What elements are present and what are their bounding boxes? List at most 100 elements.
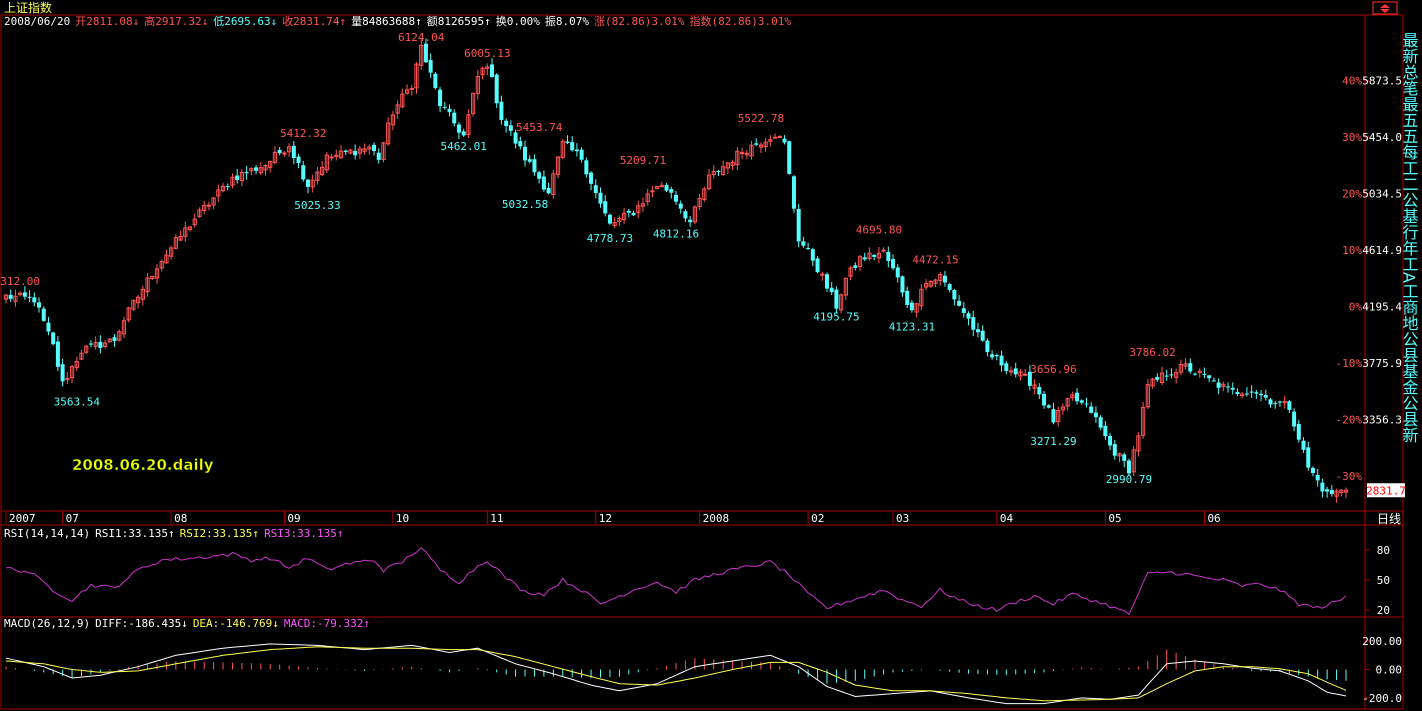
candle-body xyxy=(763,141,768,148)
candle-body xyxy=(546,187,551,194)
candle-body xyxy=(353,150,358,156)
candle-body xyxy=(806,248,811,250)
candle xyxy=(372,142,377,156)
candle-body xyxy=(1287,401,1292,410)
candle xyxy=(1046,404,1051,409)
candle xyxy=(508,120,513,136)
candle-body xyxy=(655,186,660,190)
candle xyxy=(1273,400,1278,409)
candle-body xyxy=(504,120,509,127)
candle-body xyxy=(1188,363,1193,372)
candle-body xyxy=(84,345,89,353)
candle-body xyxy=(919,288,924,307)
candle-body xyxy=(508,125,513,131)
candle xyxy=(749,140,754,160)
date-tick-label: 12 xyxy=(599,512,612,525)
candle-body xyxy=(706,174,712,190)
side-info-text: 最新总笔最五五每工二公基行年工A工商地公县基金公县新 xyxy=(1400,32,1419,443)
price-annotation: 4778.73 xyxy=(587,232,633,245)
candle-body xyxy=(145,277,150,293)
candle-body xyxy=(739,152,745,155)
candle xyxy=(244,165,249,180)
candle-body xyxy=(640,203,646,207)
candle xyxy=(711,165,716,179)
candle xyxy=(782,135,787,145)
candle-body xyxy=(839,294,844,311)
candle xyxy=(164,249,169,264)
candle xyxy=(730,159,735,171)
candle xyxy=(211,197,216,210)
candle-body xyxy=(239,171,245,182)
candle xyxy=(1065,397,1070,411)
candle xyxy=(598,187,603,208)
candle xyxy=(84,344,89,354)
price-annotation: 3656.96 xyxy=(1030,363,1076,376)
timeframe-label: 日线 xyxy=(1377,512,1401,526)
candle-body xyxy=(1310,467,1315,474)
candle xyxy=(565,135,570,145)
candle xyxy=(258,161,263,176)
candle-body xyxy=(966,313,971,319)
candle-body xyxy=(329,156,334,159)
candle xyxy=(721,160,726,176)
candle-body xyxy=(758,144,764,148)
price-annotation: 4123.31 xyxy=(889,320,935,333)
candle-body xyxy=(952,289,957,300)
candle xyxy=(272,146,278,165)
candle xyxy=(848,265,853,281)
candle-body xyxy=(1079,400,1084,403)
candle xyxy=(1306,441,1311,471)
candle xyxy=(1117,452,1122,463)
candle-body xyxy=(414,63,419,89)
date-axis: 2007 07 08 09 10 11 12 2008 02 03 04 05 06 日线 xyxy=(5,511,1401,526)
candle-body xyxy=(296,156,301,164)
candle xyxy=(1093,406,1098,423)
legend-item: DIFF:-186.435↓ xyxy=(95,617,188,630)
candle-body xyxy=(169,247,174,257)
candle-body xyxy=(570,142,575,151)
candle-body xyxy=(442,106,447,108)
candle-body xyxy=(419,45,424,66)
candle-body xyxy=(923,283,929,288)
macd-tick-label: 200.00 xyxy=(1362,635,1402,648)
candle-body xyxy=(711,170,716,176)
candle xyxy=(1108,432,1113,451)
candle-body xyxy=(853,265,858,268)
candle xyxy=(772,133,778,139)
candle xyxy=(626,208,631,218)
candle xyxy=(22,286,27,300)
candle xyxy=(1259,390,1264,402)
candle xyxy=(664,183,669,193)
price-tick-label: 5034.5 xyxy=(1362,188,1402,201)
candle xyxy=(1197,368,1202,378)
candle-body xyxy=(895,267,900,278)
ohlc-info-bar: 2008/06/20 开2811.08↓ 高2917.32↓ 低2695.63↓ 收28… xyxy=(4,14,791,28)
candle-body xyxy=(13,295,18,302)
candle xyxy=(329,153,334,161)
candle-body xyxy=(1089,406,1094,413)
date-tick-label: 06 xyxy=(1207,512,1220,525)
candle xyxy=(872,254,877,261)
window-control-icon[interactable] xyxy=(1372,1,1398,15)
candle xyxy=(914,302,919,318)
candle xyxy=(947,282,952,293)
legend-item: 2008/06/20 xyxy=(4,15,70,28)
candle xyxy=(1042,390,1047,409)
candle xyxy=(1320,478,1325,498)
candle-body xyxy=(376,152,381,160)
candle xyxy=(1287,400,1292,414)
candle-body xyxy=(933,279,938,284)
candle xyxy=(69,365,75,384)
candle-body xyxy=(46,322,51,332)
candle-body xyxy=(428,60,433,73)
candle xyxy=(254,164,259,175)
candle-body xyxy=(1126,460,1131,474)
price-tick-label: 3775.9 xyxy=(1362,357,1402,370)
candle-body xyxy=(1292,411,1297,427)
candle xyxy=(1183,357,1188,370)
candle-body xyxy=(725,162,731,169)
candle xyxy=(518,136,523,150)
price-annotation: 2990.79 xyxy=(1106,473,1152,486)
candle-body xyxy=(886,251,891,261)
candle-body xyxy=(1254,392,1259,394)
